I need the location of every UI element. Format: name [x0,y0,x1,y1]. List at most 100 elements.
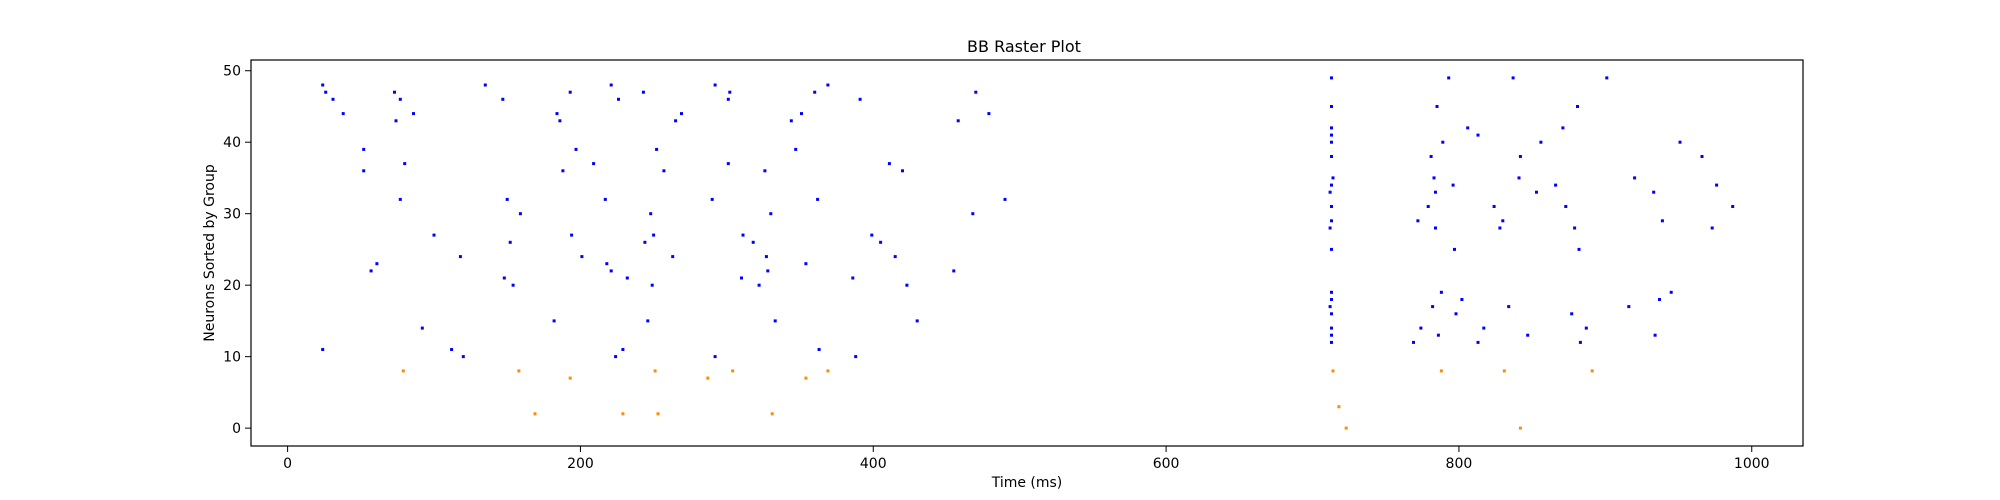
spike-point [1453,247,1456,251]
spike-point [662,169,666,173]
spike-point [1476,340,1480,344]
spike-point [398,197,402,201]
spike-point [826,369,830,373]
spike-point [1434,226,1437,230]
spike-point [641,90,645,94]
spike-point [643,240,647,244]
spike-point [1330,298,1333,301]
spike-point [1669,290,1673,294]
spike-point [1426,205,1430,208]
spike-point [952,269,956,273]
chart-title: BB Raster Plot [967,37,1081,56]
spike-point [770,412,774,416]
spike-point [621,348,625,351]
spike-point [375,262,379,266]
spike-point [1330,340,1333,344]
spike-point [1331,176,1335,180]
spike-point [1460,298,1464,301]
spike-point [1700,155,1704,158]
spike-point [713,355,717,359]
spike-point [1447,76,1451,80]
spike-point [1328,305,1332,309]
spike-point [740,276,743,280]
spike-point [817,348,821,351]
spike-point [1330,290,1333,294]
spike-point [1482,326,1486,330]
spike-point [646,319,650,323]
spike-point [508,240,512,244]
spike-point [552,319,556,323]
spike-point [1564,205,1568,208]
y-tick-label: 40 [223,135,241,151]
spike-point [458,255,462,259]
spike-point [483,83,487,87]
plot-frame [250,59,1804,447]
spike-point [362,169,366,173]
spike-point [726,162,730,166]
spike-point [1507,305,1511,309]
spike-point [1330,333,1333,337]
spike-point [1678,140,1682,144]
spike-point [609,269,613,273]
spike-point [763,169,767,173]
spike-point [1561,126,1565,130]
spike-point [710,197,714,201]
spike-point [794,147,798,151]
spike-point [1492,205,1496,208]
spike-point [558,119,562,123]
spike-point [1330,247,1333,251]
spike-point [1328,226,1332,230]
spike-point [1526,333,1530,337]
spike-point [321,83,325,87]
spike-point [766,269,770,273]
spike-point [1330,219,1333,223]
spike-point [773,319,777,323]
spike-point [656,412,660,416]
spike-point [394,119,398,123]
spike-point [617,97,620,101]
spike-point [331,97,335,101]
spike-point [1436,333,1440,337]
spike-point [362,147,366,151]
spike-point [502,276,506,280]
spike-point [609,83,613,87]
spike-point [1328,190,1332,194]
y-tick-label: 50 [223,64,241,80]
spike-point [870,233,874,237]
spike-point [649,212,653,216]
y-tick-label: 20 [223,278,241,294]
x-tick-label: 1000 [1734,456,1770,472]
spike-point [1576,105,1579,108]
spike-point [800,112,803,116]
spike-point [1518,155,1522,158]
spike-point [501,97,505,101]
spike-point [1501,219,1505,223]
spike-point [1003,197,1007,201]
spike-point [420,326,424,330]
spike-point [1330,133,1333,137]
spike-point [731,369,735,373]
spike-point [1451,183,1455,187]
spike-point [1344,426,1348,430]
spike-point [568,90,572,94]
spike-point [1466,126,1470,130]
spike-point [533,412,537,416]
spike-point [1627,305,1631,309]
spike-point [592,162,596,166]
spike-point [555,112,559,116]
spike-point [398,97,402,101]
spike-point [1330,126,1333,130]
spike-point [741,233,745,237]
spike-point [652,233,656,237]
x-tick-label: 0 [283,456,292,472]
spike-point [568,376,572,380]
spike-point [321,348,325,351]
spike-point [893,255,897,259]
spike-point [1431,305,1435,309]
spike-point [1633,176,1637,180]
spike-point [1432,176,1436,180]
spike-point [561,169,565,173]
axis-ticks: 0 200 400 600 800 1000 0 10 20 30 40 50 [223,64,1769,472]
spike-point [1412,340,1415,344]
